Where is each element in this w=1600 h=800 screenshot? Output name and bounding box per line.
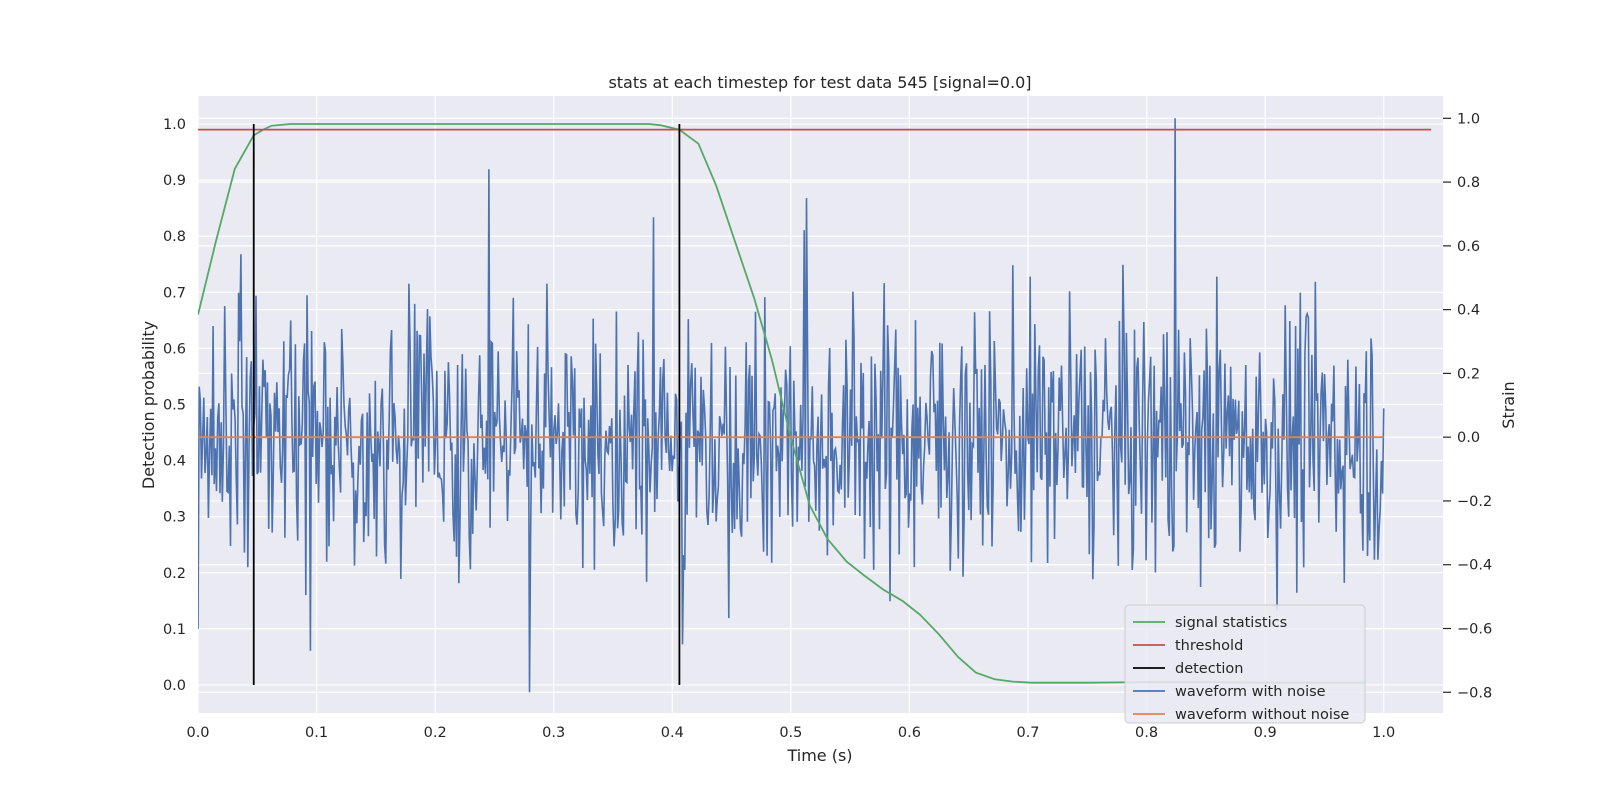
y-left-tick-label: 0.8 — [163, 229, 186, 245]
y-left-tick-label: 0.0 — [163, 678, 186, 694]
x-tick-label: 0.8 — [1135, 725, 1158, 741]
x-tick-label: 0.9 — [1254, 725, 1277, 741]
x-tick-label: 0.5 — [779, 725, 802, 741]
legend-label: signal statistics — [1175, 615, 1287, 631]
y-right-tick-label: 0.8 — [1457, 175, 1480, 191]
legend-label: detection — [1175, 661, 1243, 677]
x-tick-label: 0.2 — [424, 725, 447, 741]
legend-label: threshold — [1175, 638, 1243, 654]
y-right-tick-label: 0.4 — [1457, 303, 1480, 319]
y-right-tick-label: 0.6 — [1457, 239, 1480, 255]
x-tick-label: 0.7 — [1016, 725, 1039, 741]
axes-layer: 0.0 0.1 0.2 0.3 0.4 0.5 0.6 0.7 0.8 0.9 1.0 0.0 0.1 0… — [163, 111, 1492, 741]
y-right-tick-label: −0.6 — [1457, 622, 1492, 638]
y-right-tick-label: 1.0 — [1457, 111, 1480, 127]
y-right-tick-label: 0.2 — [1457, 366, 1480, 382]
legend-label: waveform without noise — [1175, 707, 1349, 723]
x-tick-label: 0.3 — [542, 725, 565, 741]
x-tick-label: 0.6 — [898, 725, 921, 741]
x-tick-label: 1.0 — [1372, 725, 1395, 741]
legend-box — [1124, 604, 1366, 724]
y-left-tick-label: 0.6 — [163, 341, 186, 357]
y-right-tick-label: −0.2 — [1457, 494, 1492, 510]
y-left-tick-label: 1.0 — [163, 117, 186, 133]
legend-label: waveform with noise — [1175, 684, 1326, 700]
y-left-tick-label: 0.4 — [163, 454, 186, 470]
series-signal-statistics — [198, 123, 1365, 684]
y-right-tick-label: 0.0 — [1457, 430, 1480, 446]
x-axis-label: Time (s) — [786, 746, 852, 765]
y-left-tick-label: 0.7 — [163, 285, 186, 301]
y-axis-right-label: Strain — [1499, 381, 1518, 428]
y-left-tick-label: 0.3 — [163, 510, 186, 526]
y-left-tick-label: 0.5 — [163, 398, 186, 414]
y-left-tick-label: 0.9 — [163, 173, 186, 189]
legend: signal statistics threshold detection wavef… — [1124, 604, 1366, 724]
y-left-tick-label: 0.1 — [163, 622, 186, 638]
y-left-tick-label: 0.2 — [163, 566, 186, 582]
series-waveform-with-noise — [198, 118, 1385, 693]
chart-title: stats at each timestep for test data 545… — [608, 73, 1031, 92]
x-tick-label: 0.1 — [305, 725, 328, 741]
series-layer — [198, 118, 1432, 693]
y-axis-left-label: Detection probability — [139, 321, 158, 489]
y-right-tick-label: −0.8 — [1457, 685, 1492, 701]
x-tick-label: 0.4 — [661, 725, 684, 741]
y-right-tick-label: −0.4 — [1457, 558, 1492, 574]
x-tick-label: 0.0 — [186, 725, 209, 741]
